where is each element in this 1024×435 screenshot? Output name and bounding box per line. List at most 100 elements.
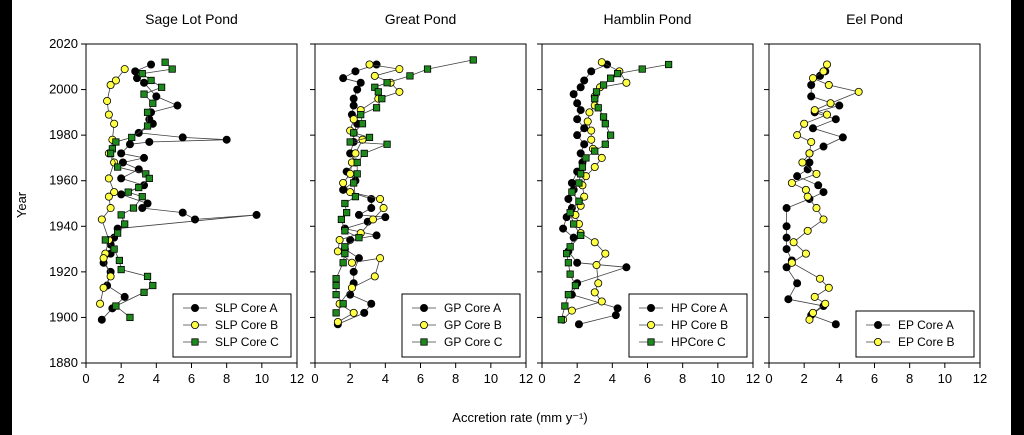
x-tick-label: 6 (188, 371, 195, 386)
legend-marker (420, 338, 428, 346)
data-point (563, 250, 571, 258)
data-point (577, 170, 585, 178)
x-tick-label: 12 (290, 371, 304, 386)
data-point (782, 222, 791, 231)
data-point (134, 165, 143, 174)
plot-frame (768, 43, 981, 364)
data-point (107, 149, 115, 157)
data-point (114, 163, 122, 171)
data-point (381, 213, 390, 222)
data-point (252, 210, 261, 219)
data-point (339, 178, 348, 187)
data-point (808, 308, 817, 317)
data-point (149, 99, 157, 107)
data-point (807, 92, 816, 101)
data-point (178, 208, 187, 217)
data-point (121, 220, 129, 228)
data-point (819, 67, 828, 76)
data-point (135, 183, 143, 192)
data-point (337, 215, 345, 224)
data-point (575, 179, 583, 187)
legend-label: HP Core A (671, 301, 727, 315)
legend-label: HP Core B (671, 318, 728, 332)
data-point (125, 140, 134, 149)
data-point (111, 76, 120, 85)
data-point (96, 299, 105, 308)
data-point (383, 140, 391, 148)
data-point (594, 279, 603, 288)
data-point (566, 209, 574, 217)
data-point (367, 204, 376, 213)
x-tick-label: 6 (871, 371, 878, 386)
data-point (824, 283, 833, 292)
legend: HP Core A HP Core B HPCore C (628, 293, 748, 358)
data-point (812, 169, 821, 178)
data-point (357, 111, 365, 119)
data-point (140, 78, 149, 87)
data-point (587, 126, 596, 135)
x-tick-label: 2 (118, 371, 125, 386)
data-point (370, 272, 379, 281)
data-point (573, 258, 582, 267)
series-2 (101, 58, 176, 322)
data-point (782, 245, 791, 254)
x-tick-label: 2 (347, 371, 354, 386)
data-point (168, 65, 176, 73)
data-point (99, 283, 108, 292)
data-point (372, 104, 381, 112)
data-point (826, 99, 835, 108)
data-point (793, 172, 802, 181)
y-tick-label: 2000 (49, 82, 78, 97)
data-point (606, 74, 615, 82)
legend-label: GP Core A (444, 301, 501, 315)
data-point (379, 204, 388, 213)
data-point (120, 292, 129, 301)
data-point (358, 120, 367, 128)
series-line (337, 64, 401, 323)
data-point (129, 204, 138, 212)
data-point (335, 235, 344, 244)
x-tick-label: 12 (973, 371, 987, 386)
data-point (372, 231, 381, 240)
data-point (339, 185, 348, 194)
legend-marker (419, 303, 428, 312)
data-point (469, 56, 477, 64)
data-point (823, 60, 832, 69)
data-point (594, 104, 602, 112)
legend-label: HPCore C (671, 335, 726, 349)
data-point (341, 250, 349, 258)
data-point (578, 163, 587, 171)
y-tick-label: 1940 (49, 218, 78, 233)
data-point (106, 81, 115, 90)
data-point (823, 110, 832, 119)
legend: GP Core A GP Core B GP Core C (401, 293, 521, 358)
data-point (161, 58, 169, 66)
data-point (145, 137, 154, 146)
x-tick-label: 12 (746, 371, 760, 386)
data-point (332, 275, 340, 283)
data-point (597, 58, 606, 67)
y-tick-label: 1980 (49, 127, 78, 142)
data-point (114, 229, 122, 237)
data-point (101, 236, 109, 244)
data-point (801, 249, 810, 258)
data-point (106, 272, 115, 281)
x-tick-label: 8 (906, 371, 913, 386)
data-point (138, 193, 146, 201)
data-point (611, 311, 620, 320)
data-point (599, 81, 608, 89)
data-point (793, 279, 802, 288)
data-point (568, 188, 576, 196)
y-tick-label: 2020 (49, 36, 78, 51)
data-point (126, 313, 134, 322)
data-point (99, 254, 108, 263)
data-point (110, 245, 118, 253)
legend: SLP Core A SLP Core B SLP Core C (172, 293, 292, 358)
data-point (143, 272, 152, 281)
data-point (143, 199, 152, 208)
data-point (819, 215, 828, 224)
x-tick-label: 10 (484, 371, 498, 386)
data-point (120, 65, 129, 74)
legend-marker (419, 320, 428, 329)
data-point (138, 70, 146, 78)
